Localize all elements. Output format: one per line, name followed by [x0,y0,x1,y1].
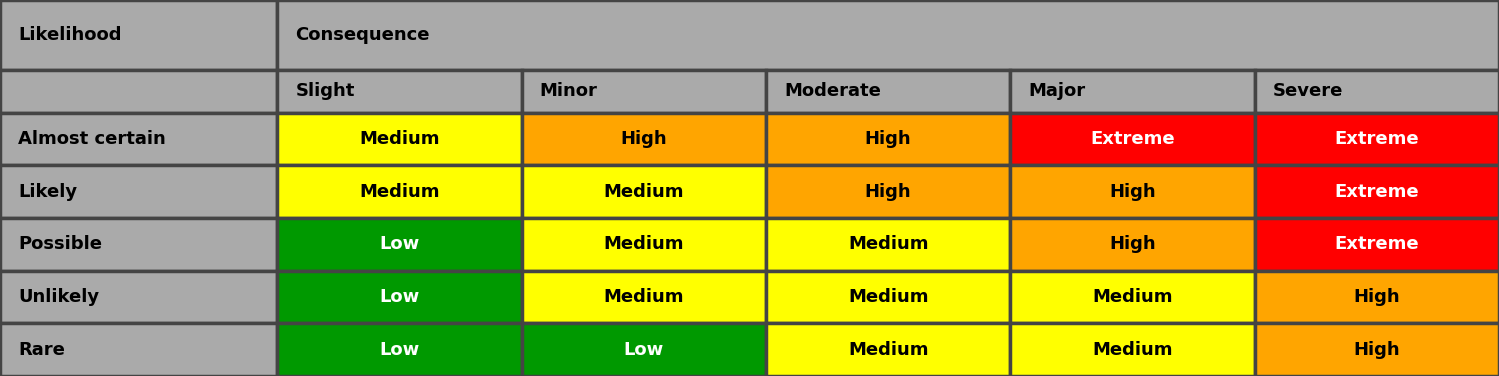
Text: Medium: Medium [360,183,439,201]
Text: Extreme: Extreme [1334,235,1420,253]
Text: Low: Low [379,341,420,359]
Text: Medium: Medium [1093,288,1172,306]
Text: Medium: Medium [604,288,684,306]
Text: Medium: Medium [848,288,928,306]
FancyBboxPatch shape [1010,113,1255,165]
Text: Possible: Possible [18,235,102,253]
Text: Moderate: Moderate [784,82,881,100]
FancyBboxPatch shape [522,218,766,271]
FancyBboxPatch shape [277,218,522,271]
FancyBboxPatch shape [1010,271,1255,323]
Text: High: High [1109,183,1156,201]
FancyBboxPatch shape [277,165,522,218]
FancyBboxPatch shape [766,165,1010,218]
FancyBboxPatch shape [1010,218,1255,271]
Text: Consequence: Consequence [295,26,430,44]
Text: Likely: Likely [18,183,76,201]
FancyBboxPatch shape [766,70,1010,113]
Text: Slight: Slight [295,82,355,100]
FancyBboxPatch shape [1255,70,1499,113]
FancyBboxPatch shape [522,70,766,113]
Text: Low: Low [379,288,420,306]
Text: Unlikely: Unlikely [18,288,99,306]
Text: Low: Low [379,235,420,253]
Text: High: High [1109,235,1156,253]
Text: Likelihood: Likelihood [18,26,121,44]
FancyBboxPatch shape [277,323,522,376]
Text: High: High [865,130,911,148]
FancyBboxPatch shape [522,323,766,376]
Text: Minor: Minor [540,82,598,100]
Text: High: High [1354,341,1400,359]
FancyBboxPatch shape [1010,70,1255,113]
Text: High: High [621,130,667,148]
Text: High: High [865,183,911,201]
Text: Medium: Medium [1093,341,1172,359]
FancyBboxPatch shape [766,218,1010,271]
FancyBboxPatch shape [0,323,277,376]
FancyBboxPatch shape [1010,323,1255,376]
FancyBboxPatch shape [277,271,522,323]
FancyBboxPatch shape [1255,271,1499,323]
FancyBboxPatch shape [277,0,1499,70]
Text: Low: Low [624,341,664,359]
FancyBboxPatch shape [522,113,766,165]
FancyBboxPatch shape [0,113,277,165]
Text: Medium: Medium [360,130,439,148]
FancyBboxPatch shape [1255,218,1499,271]
FancyBboxPatch shape [0,218,277,271]
FancyBboxPatch shape [766,323,1010,376]
FancyBboxPatch shape [766,113,1010,165]
Text: Rare: Rare [18,341,64,359]
Text: Medium: Medium [848,235,928,253]
Text: Almost certain: Almost certain [18,130,166,148]
FancyBboxPatch shape [0,0,277,70]
FancyBboxPatch shape [0,165,277,218]
FancyBboxPatch shape [1255,113,1499,165]
Text: Major: Major [1028,82,1085,100]
Text: High: High [1354,288,1400,306]
FancyBboxPatch shape [522,271,766,323]
Text: Extreme: Extreme [1090,130,1175,148]
FancyBboxPatch shape [277,113,522,165]
FancyBboxPatch shape [1255,165,1499,218]
Text: Medium: Medium [604,183,684,201]
FancyBboxPatch shape [1255,323,1499,376]
Text: Extreme: Extreme [1334,130,1420,148]
Text: Medium: Medium [848,341,928,359]
FancyBboxPatch shape [522,165,766,218]
FancyBboxPatch shape [1010,165,1255,218]
Text: Extreme: Extreme [1334,183,1420,201]
Text: Severe: Severe [1273,82,1343,100]
FancyBboxPatch shape [0,70,277,113]
FancyBboxPatch shape [0,271,277,323]
Text: Medium: Medium [604,235,684,253]
FancyBboxPatch shape [766,271,1010,323]
FancyBboxPatch shape [277,70,522,113]
